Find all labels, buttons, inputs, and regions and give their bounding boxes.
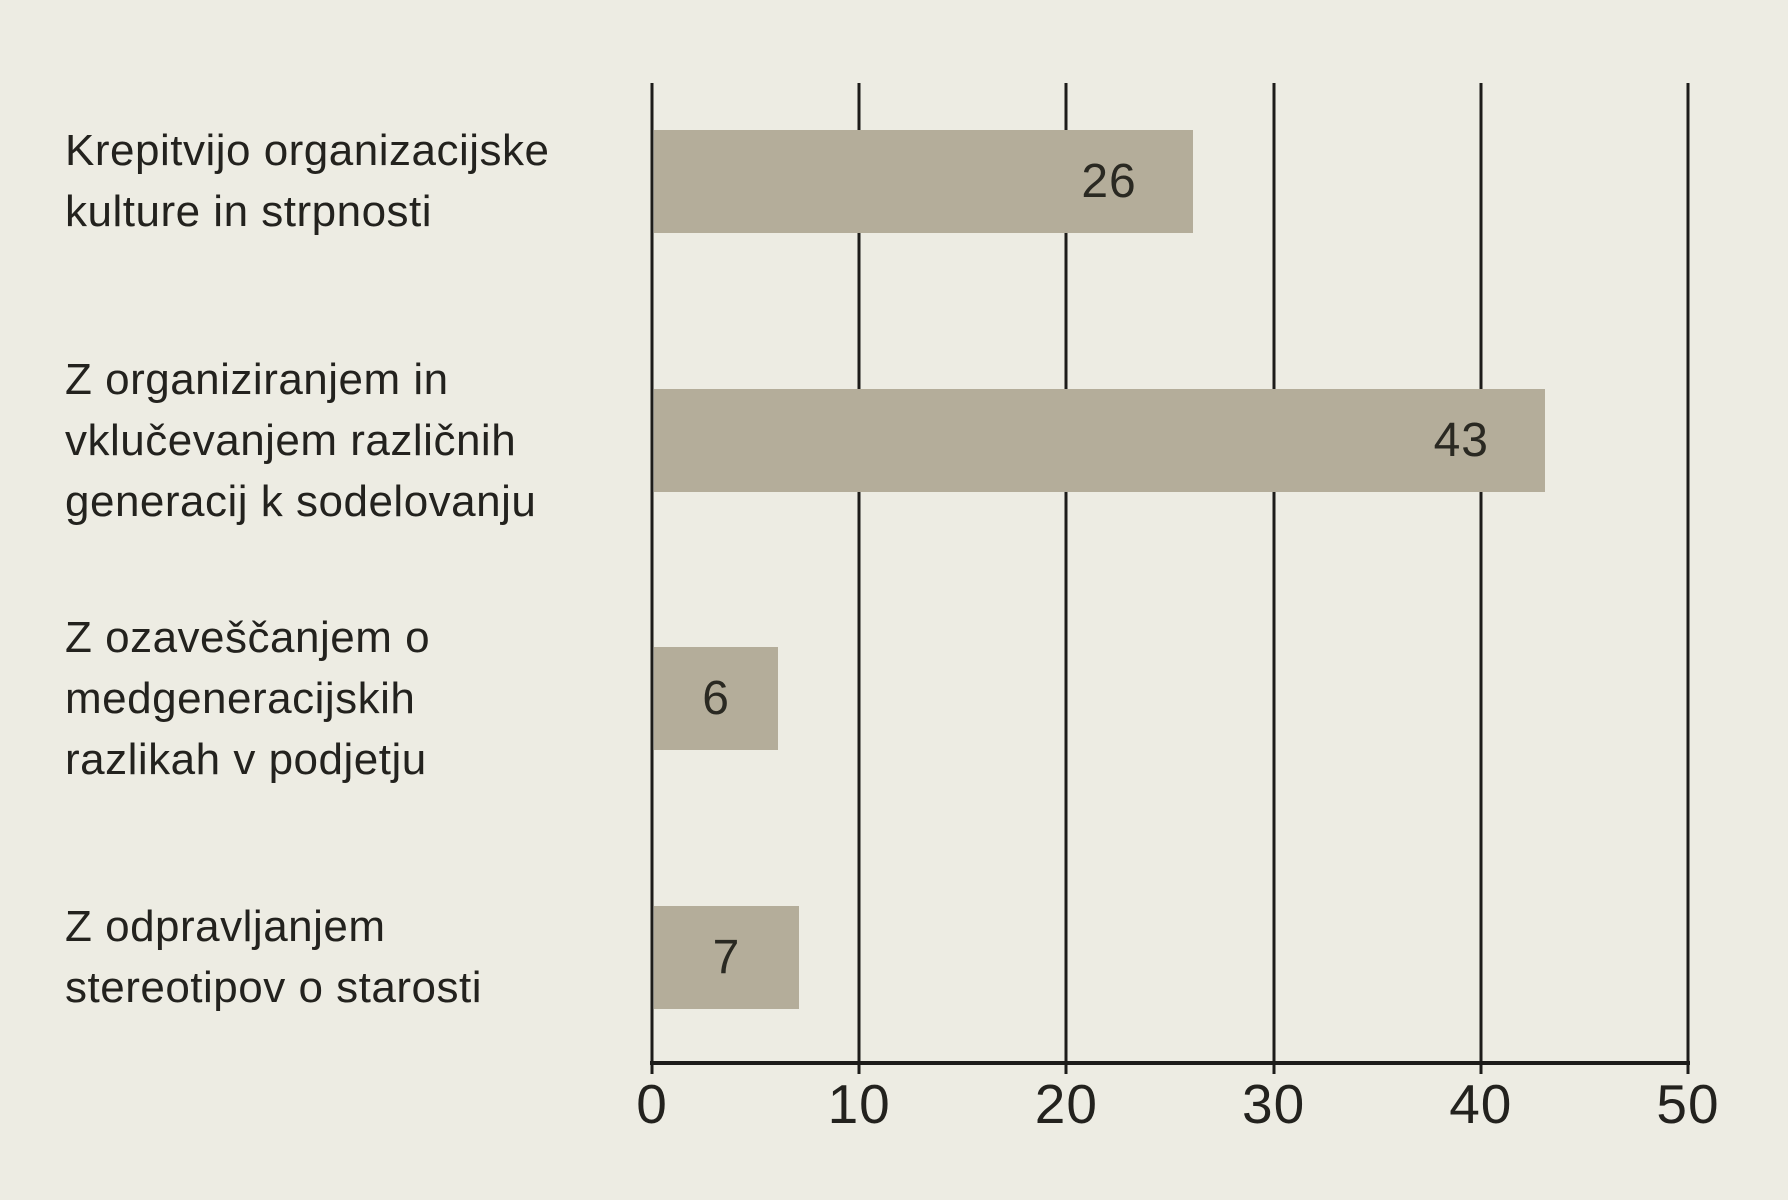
category-label-line: generacij k sodelovanju bbox=[65, 476, 537, 526]
bar: 43 bbox=[654, 388, 1545, 492]
gridline bbox=[1272, 83, 1276, 1074]
x-tick-label: 20 bbox=[1034, 1073, 1098, 1135]
bar: 7 bbox=[654, 905, 800, 1009]
gridline bbox=[1479, 83, 1483, 1074]
x-tick-label: 50 bbox=[1656, 1073, 1720, 1135]
gridline bbox=[1686, 83, 1690, 1074]
category-label-line: kulture in strpnosti bbox=[65, 187, 433, 237]
x-tick-label: 40 bbox=[1449, 1073, 1513, 1135]
category-label-line: razlikah v podjetju bbox=[65, 735, 427, 785]
bar-value-label: 6 bbox=[702, 672, 730, 726]
category-label-line: Z ozaveščanjem o bbox=[65, 613, 431, 663]
category-label-line: Z organiziranjem in bbox=[65, 354, 449, 404]
x-tick-label: 10 bbox=[827, 1073, 891, 1135]
category-label-line: vklučevanjem različnih bbox=[65, 415, 517, 465]
x-tick-label: 30 bbox=[1242, 1073, 1306, 1135]
category-label: Z odpravljanjem stereotipov o starosti bbox=[65, 817, 640, 1097]
bar-value-label: 7 bbox=[712, 930, 741, 984]
gridline bbox=[857, 83, 861, 1074]
x-axis-line bbox=[650, 1061, 1690, 1065]
gridline bbox=[1064, 83, 1068, 1074]
category-label-line: medgeneracijskih bbox=[65, 674, 416, 724]
bar: 26 bbox=[654, 129, 1193, 233]
gridline bbox=[650, 83, 654, 1074]
category-label-line: Krepitvijo organizacijske bbox=[65, 126, 550, 176]
category-label-line: stereotipov o starosti bbox=[65, 963, 482, 1013]
category-label-line: Z odpravljanjem bbox=[65, 902, 386, 952]
bar: 6 bbox=[654, 647, 779, 751]
bar-value-label: 26 bbox=[1081, 154, 1137, 208]
category-label: Z organiziranjem in vklučevanjem različni… bbox=[65, 300, 640, 580]
bar-value-label: 43 bbox=[1433, 413, 1489, 467]
x-tick-label: 0 bbox=[636, 1073, 668, 1135]
plot-area: 26 43 6 7 bbox=[650, 83, 1690, 1074]
category-label: Krepitvijo organizacijske kulture in strp… bbox=[65, 41, 640, 321]
category-label: Z ozaveščanjem o medgeneracijskih razlikah… bbox=[65, 559, 640, 839]
